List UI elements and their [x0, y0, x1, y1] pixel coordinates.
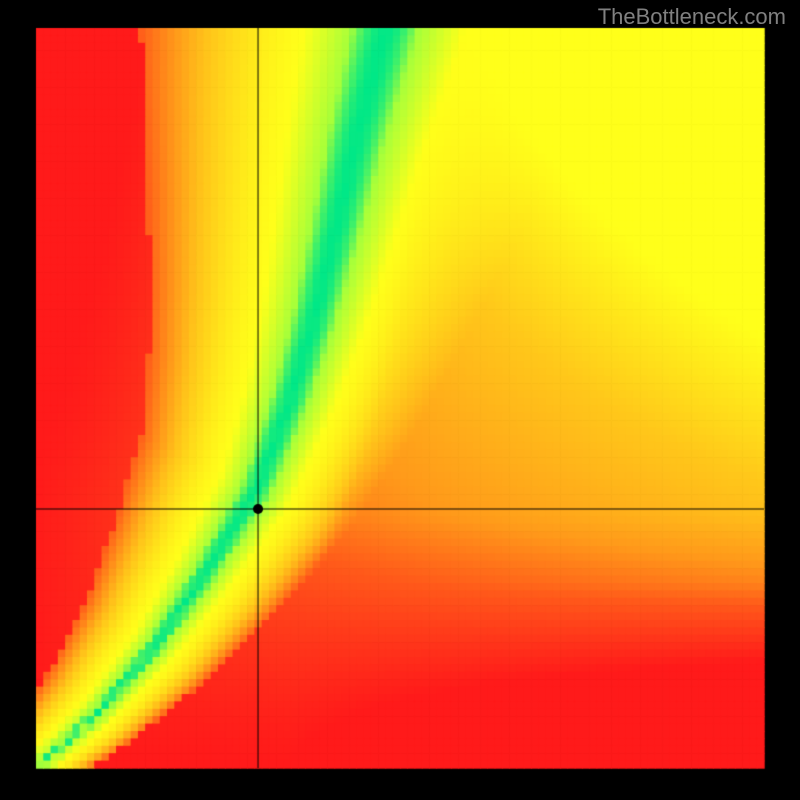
chart-container: TheBottleneck.com: [0, 0, 800, 800]
heatmap-canvas: [0, 0, 800, 800]
watermark-label: TheBottleneck.com: [598, 4, 786, 30]
